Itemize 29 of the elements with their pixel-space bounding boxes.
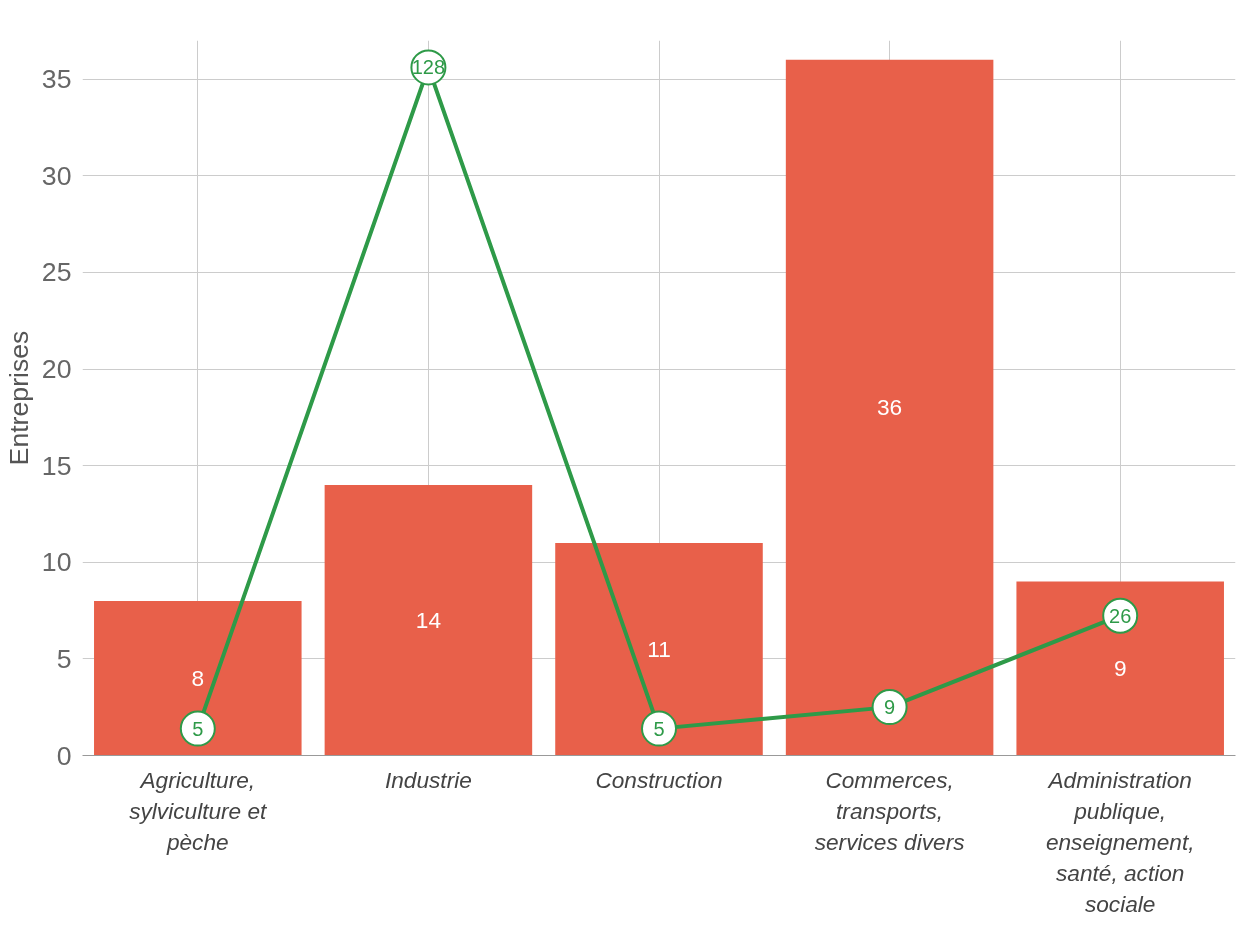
- data-label: 14: [415, 606, 441, 633]
- y-tick-label: 15: [41, 450, 72, 481]
- data-label: 26: [1109, 604, 1132, 627]
- data-label: 8: [191, 664, 205, 691]
- data-label: 5: [192, 717, 204, 740]
- y-axis-title: Entreprises: [3, 330, 34, 466]
- y-tick-label: 5: [56, 643, 72, 674]
- y-tick-label: 35: [41, 64, 72, 95]
- bar: [555, 542, 763, 756]
- bar: [785, 59, 994, 756]
- x-tick-label: Construction: [595, 766, 723, 793]
- bar: [1016, 581, 1224, 756]
- y-tick-label: 30: [41, 160, 72, 191]
- y-tick-label: 10: [41, 547, 72, 578]
- data-label: 36: [877, 394, 903, 421]
- x-tick-label: Administration publique, enseignement, santé, action sociale: [1045, 766, 1195, 918]
- data-label: 5: [653, 717, 665, 740]
- y-tick-label: 25: [41, 257, 72, 288]
- x-tick-label: Commerces, transports, services divers: [814, 766, 965, 855]
- data-label: 9: [1113, 655, 1127, 682]
- x-tick-label: Industrie: [384, 766, 472, 793]
- point: [871, 689, 908, 726]
- data-label: 9: [884, 696, 896, 719]
- y-tick-label: 0: [56, 740, 72, 771]
- x-tick-label: Agriculture, sylviculture et pèche: [129, 766, 269, 855]
- bar: [94, 600, 302, 756]
- y-tick-label: 20: [41, 354, 72, 385]
- data-label: 11: [647, 635, 671, 662]
- bar: [324, 484, 533, 756]
